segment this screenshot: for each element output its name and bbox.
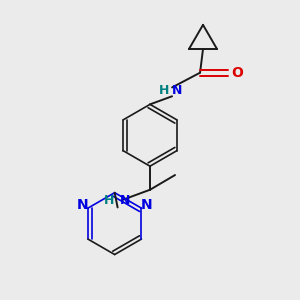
Text: N: N: [141, 198, 153, 212]
Text: H: H: [159, 84, 169, 97]
Text: O: O: [232, 66, 243, 80]
Text: N: N: [172, 84, 182, 97]
Text: N: N: [120, 194, 130, 207]
Text: N: N: [76, 198, 88, 212]
Text: H: H: [104, 194, 115, 207]
